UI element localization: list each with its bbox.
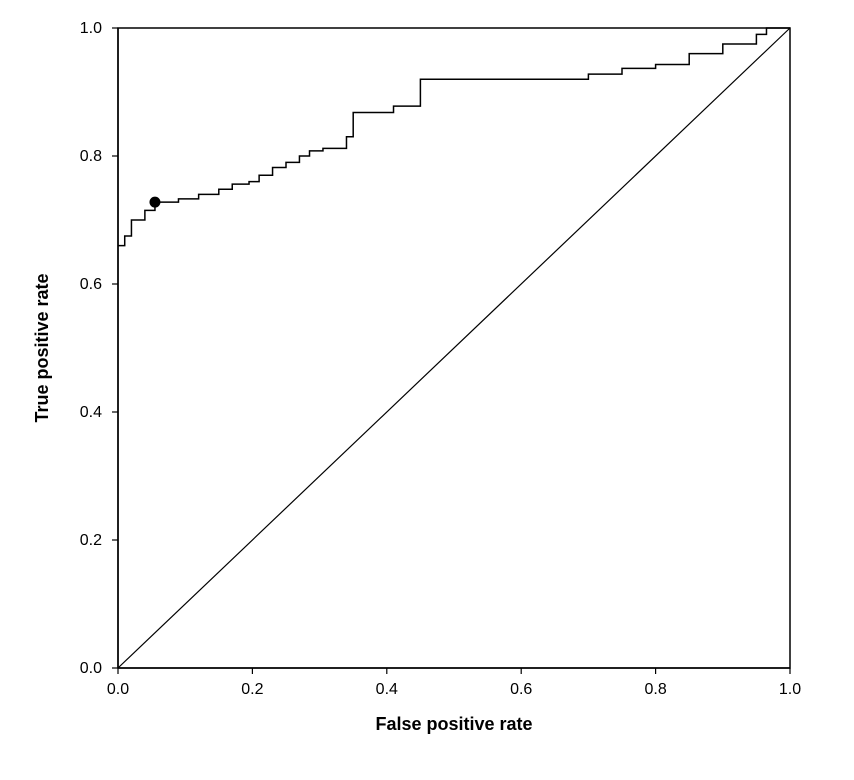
optimal-threshold-marker — [150, 197, 160, 207]
x-axis-label: False positive rate — [375, 714, 532, 734]
xtick-label: 0.8 — [644, 681, 666, 698]
roc-chart: 0.0 0.2 0.4 0.6 0.8 1.0 0.0 0.2 0.4 0.6 0.8 1.0 Fals… — [0, 0, 854, 780]
xtick-label: 0.0 — [107, 681, 129, 698]
ytick-label: 0.2 — [80, 532, 102, 549]
xtick-label: 0.2 — [241, 681, 263, 698]
chart-bg — [0, 0, 854, 780]
roc-svg: 0.0 0.2 0.4 0.6 0.8 1.0 0.0 0.2 0.4 0.6 0.8 1.0 Fals… — [0, 0, 854, 780]
xtick-label: 1.0 — [779, 681, 801, 698]
xtick-label: 0.6 — [510, 681, 532, 698]
ytick-label: 0.0 — [80, 660, 102, 677]
ytick-label: 0.6 — [80, 276, 102, 293]
xtick-label: 0.4 — [376, 681, 398, 698]
ytick-label: 0.4 — [80, 404, 102, 421]
ytick-label: 1.0 — [80, 20, 102, 37]
ytick-label: 0.8 — [80, 148, 102, 165]
y-axis-label: True positive rate — [32, 273, 52, 422]
